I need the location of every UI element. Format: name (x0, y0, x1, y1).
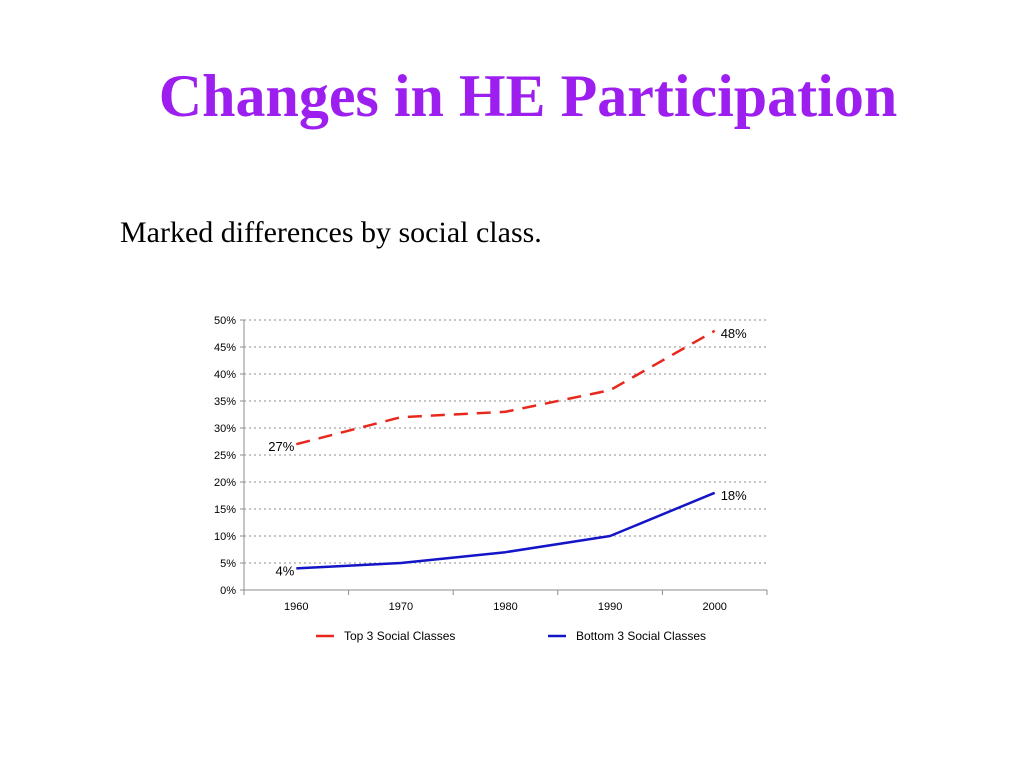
legend-label-1: Top 3 Social Classes (344, 629, 455, 643)
legend: Top 3 Social Classes Bottom 3 Social Clas… (316, 629, 706, 643)
data-label: 4% (276, 563, 295, 578)
x-tick-label: 1960 (284, 601, 308, 613)
slide-subtitle: Marked differences by social class. (120, 216, 542, 249)
x-tick-label: 1970 (389, 601, 413, 613)
data-label: 18% (721, 488, 747, 503)
grid-lines (244, 319, 767, 564)
y-tick-label: 20% (214, 477, 236, 489)
axes: 0% 5% 10% 15% 20% 25% 30% 35% 40% 45% 50% 1960 1970 1… (214, 315, 768, 613)
y-tick-label: 25% (214, 450, 236, 462)
y-tick-label: 50% (214, 315, 236, 327)
y-tick-label: 30% (214, 423, 236, 435)
legend-label-2: Bottom 3 Social Classes (576, 629, 706, 643)
y-tick-label: 5% (220, 558, 236, 570)
series-lines (295, 329, 716, 570)
data-label: 48% (721, 326, 747, 341)
x-tick-label: 1990 (598, 601, 622, 613)
data-label: 27% (268, 439, 294, 454)
series-line-2 (296, 491, 716, 570)
y-tick-label: 10% (214, 531, 236, 543)
y-tick-label: 40% (214, 369, 236, 381)
slide-title: Changes in HE Participation (158, 63, 898, 129)
y-tick-label: 45% (214, 342, 236, 354)
data-labels: 27% 48% 4% 18% (268, 326, 747, 579)
x-tick-label: 2000 (702, 601, 726, 613)
series-line-1 (295, 329, 716, 446)
y-tick-label: 0% (220, 585, 236, 597)
y-tick-label: 15% (214, 504, 236, 516)
y-tick-label: 35% (214, 396, 236, 408)
x-tick-label: 1980 (493, 601, 517, 613)
